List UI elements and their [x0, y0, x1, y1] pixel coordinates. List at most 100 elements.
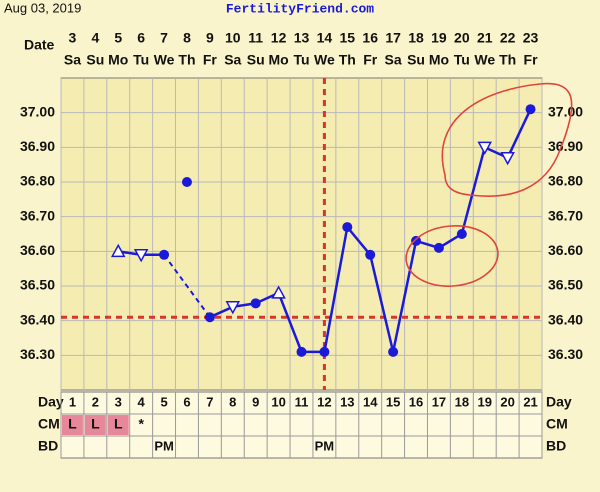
weekday-label: Sa — [64, 52, 81, 68]
y-tick-label: 36.30 — [20, 346, 55, 362]
weekday-label: Sa — [224, 52, 241, 68]
y-tick-label: 36.50 — [20, 277, 55, 293]
weekday-label: We — [474, 52, 495, 68]
marker — [225, 301, 241, 315]
y-tick-label-right: 36.80 — [548, 173, 583, 189]
day-number: 14 — [363, 394, 378, 409]
x-tick-label: 11 — [248, 30, 263, 46]
day-number: 1 — [69, 394, 76, 409]
day-number: 2 — [92, 394, 99, 409]
chart-title: FertilityFriend.com — [226, 1, 374, 16]
y-tick-label-right: 36.90 — [548, 138, 583, 154]
day-number: 11 — [295, 394, 309, 409]
marker — [110, 243, 126, 258]
day-number: 6 — [183, 394, 190, 409]
weekday-label: Th — [339, 52, 356, 68]
x-tick-label: 13 — [294, 30, 310, 46]
y-tick-label: 36.70 — [20, 207, 55, 223]
marker — [500, 151, 515, 166]
annotation-circle — [405, 225, 499, 287]
marker — [250, 298, 261, 309]
x-tick-label: 23 — [523, 30, 539, 46]
weekday-label: Th — [178, 52, 195, 68]
x-tick-label: 15 — [340, 30, 356, 46]
cm-value: * — [138, 416, 144, 432]
x-tick-label: 3 — [69, 30, 77, 46]
day-number: 21 — [523, 394, 537, 409]
x-tick-label: 20 — [454, 30, 470, 46]
weekday-label: Fr — [524, 52, 539, 68]
table-area — [60, 391, 543, 459]
day-number: 19 — [478, 394, 492, 409]
excluded-marker — [181, 177, 192, 187]
day-number: 5 — [160, 394, 167, 409]
chart-layer: 36.30 36.30 36.40 36.40 36.50 36.50 36.60 36.60… — [20, 30, 583, 458]
bd-value: PM — [154, 438, 174, 453]
y-tick-label-right: 36.60 — [548, 242, 583, 258]
day-number: 9 — [252, 394, 259, 409]
x-tick-label: 7 — [160, 30, 168, 46]
weekday-label: Tu — [454, 52, 470, 68]
marker — [133, 249, 149, 263]
x-tick-label: 10 — [225, 30, 241, 46]
x-tick-label: 14 — [317, 30, 333, 46]
day-number: 8 — [229, 394, 236, 409]
day-label: Day — [38, 394, 64, 410]
marker — [319, 346, 330, 357]
weekday-label: Su — [247, 52, 265, 68]
cm-value: L — [114, 416, 123, 432]
bd-label: BD — [38, 438, 58, 454]
x-tick-label: 9 — [206, 30, 214, 46]
cm-label-right: CM — [546, 416, 568, 432]
weekday-label: Su — [407, 52, 425, 68]
weekday-label: Mo — [108, 52, 128, 68]
cm-cell — [107, 415, 129, 435]
cm-cell — [62, 415, 83, 435]
day-number: 15 — [386, 394, 400, 409]
weekday-label: Su — [86, 52, 104, 68]
marker — [525, 104, 536, 115]
day-number: 16 — [409, 394, 423, 409]
weekday-label: We — [154, 52, 175, 68]
cm-label: CM — [38, 416, 60, 432]
marker — [456, 229, 467, 239]
date-label: Date — [24, 37, 55, 53]
x-tick-label: 21 — [477, 30, 493, 46]
cm-value: L — [91, 416, 100, 432]
day-number: 7 — [206, 394, 213, 409]
gap-connector — [163, 254, 211, 318]
x-tick-label: 17 — [385, 30, 401, 46]
marker — [433, 242, 444, 253]
x-tick-label: 19 — [431, 30, 447, 46]
day-number: 4 — [138, 394, 146, 409]
marker — [388, 346, 399, 357]
weekday-label: We — [314, 52, 335, 68]
weekday-label: Mo — [429, 52, 449, 68]
y-tick-label: 36.40 — [20, 311, 55, 327]
cm-value: L — [68, 416, 77, 432]
y-tick-label-right: 36.50 — [548, 277, 583, 293]
marker — [411, 235, 422, 246]
marker — [271, 285, 286, 299]
x-tick-label: 16 — [362, 30, 378, 46]
weekday-label: Tu — [133, 52, 149, 68]
marker — [342, 222, 353, 233]
day-number: 18 — [455, 394, 469, 409]
marker — [365, 249, 376, 260]
y-tick-label: 36.80 — [20, 173, 55, 189]
x-tick-label: 6 — [137, 30, 145, 46]
day-number: 13 — [340, 394, 354, 409]
x-tick-label: 4 — [91, 30, 99, 46]
x-tick-label: 18 — [408, 30, 424, 46]
y-tick-label: 37.00 — [20, 103, 55, 119]
day-number: 10 — [271, 394, 285, 409]
weekday-label: Fr — [203, 52, 218, 68]
weekday-label: Tu — [293, 52, 309, 68]
y-tick-label: 36.60 — [20, 242, 55, 258]
day-label-right: Day — [546, 394, 572, 410]
day-number: 17 — [432, 394, 446, 409]
weekday-label: Th — [499, 52, 516, 68]
y-tick-label-right: 36.40 — [548, 311, 583, 327]
x-tick-label: 22 — [500, 30, 516, 46]
